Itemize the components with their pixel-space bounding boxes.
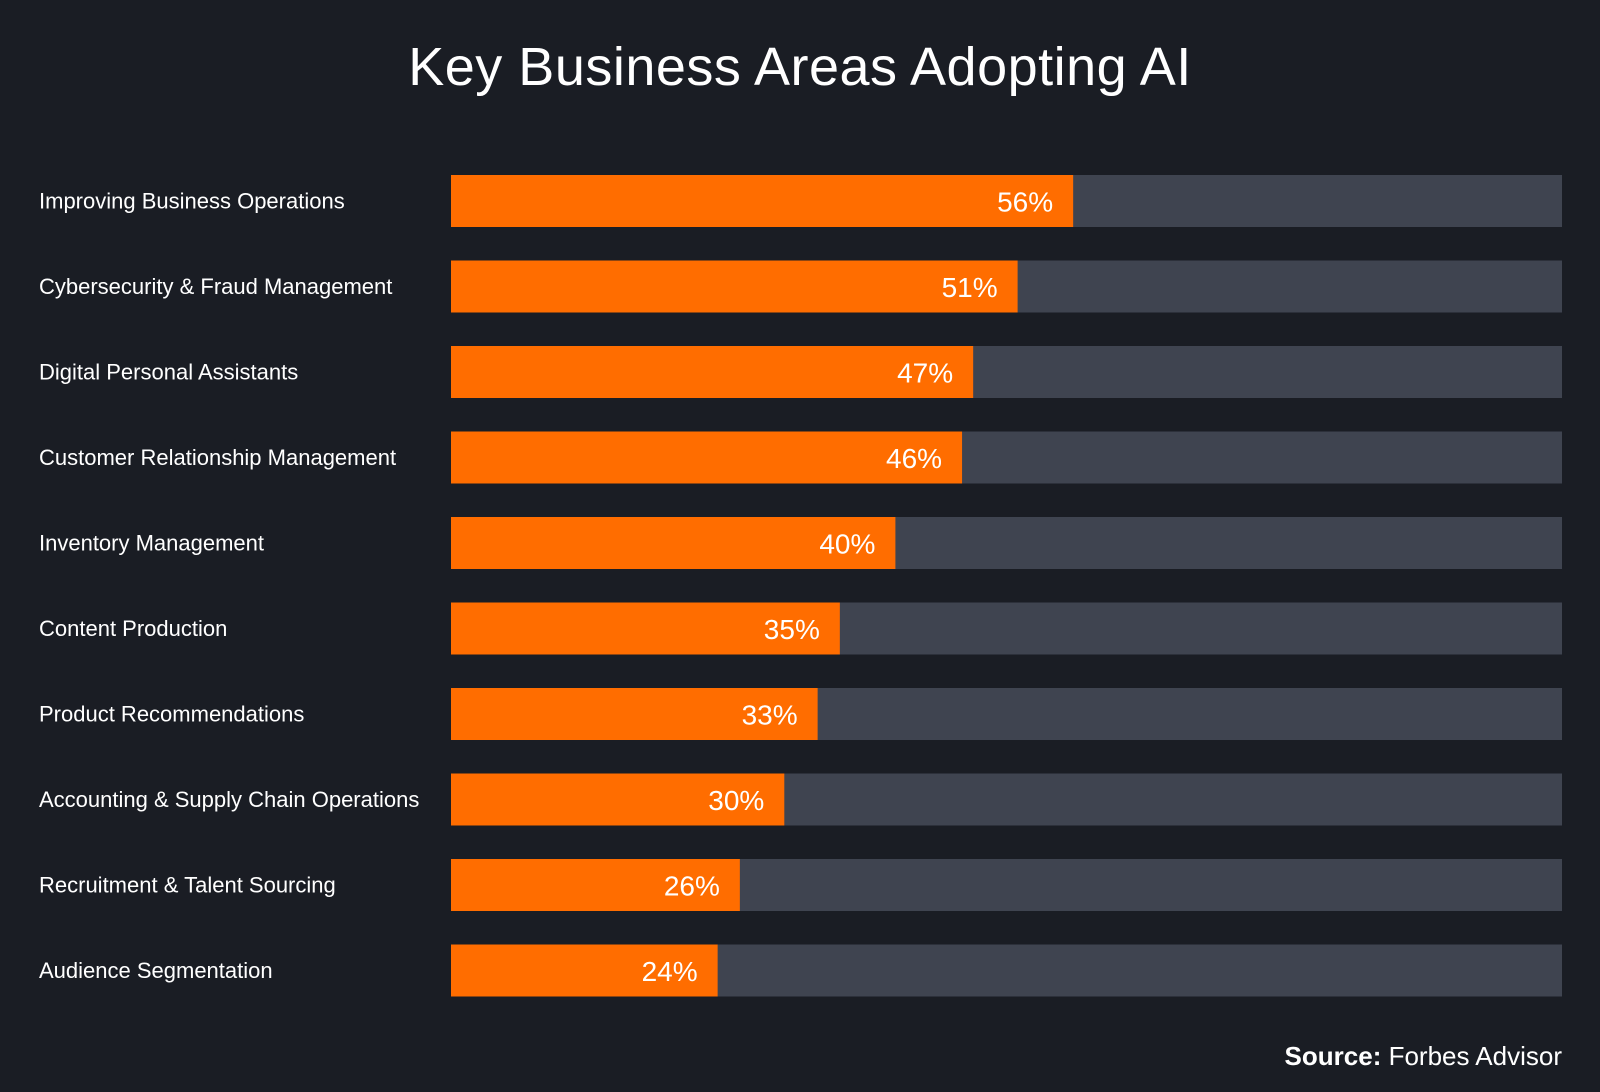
value-label-cybersecurity-and-fraud-management: 51% [942,272,998,303]
bar-content-production [451,602,840,655]
bar-cybersecurity-and-fraud-management [451,260,1018,313]
category-label-digital-personal-assistants: Digital Personal Assistants [39,360,298,385]
category-label-content-production: Content Production [39,616,227,641]
chart-title: Key Business Areas Adopting AI [408,37,1192,97]
bar-inventory-management [451,517,896,569]
value-label-digital-personal-assistants: 47% [897,358,953,389]
value-label-accounting-and-supply-chain-operations: 30% [708,785,764,816]
source-prefix: Source: [1284,1041,1382,1071]
category-label-inventory-management: Inventory Management [39,531,264,556]
value-label-content-production: 35% [764,614,820,645]
category-label-customer-relationship-management: Customer Relationship Management [39,445,396,470]
bar-digital-personal-assistants [451,346,974,398]
bar-accounting-and-supply-chain-operations [451,773,785,826]
category-label-accounting-and-supply-chain-operations: Accounting & Supply Chain Operations [39,787,419,812]
category-label-recruitment-and-talent-sourcing: Recruitment & Talent Sourcing [39,873,336,898]
category-label-improving-business-operations: Improving Business Operations [39,189,345,214]
source-note: Source: Forbes Advisor [1285,1041,1562,1072]
value-label-inventory-management: 40% [819,529,875,560]
bar-product-recommendations [451,688,818,740]
category-label-cybersecurity-and-fraud-management: Cybersecurity & Fraud Management [39,274,392,299]
value-label-recruitment-and-talent-sourcing: 26% [664,871,720,902]
category-label-product-recommendations: Product Recommendations [39,702,304,727]
bar-improving-business-operations [451,175,1074,227]
value-label-product-recommendations: 33% [742,700,798,731]
bar-audience-segmentation [451,944,718,997]
bar-recruitment-and-talent-sourcing [451,859,740,911]
bar-customer-relationship-management [451,431,963,484]
category-label-audience-segmentation: Audience Segmentation [39,958,273,983]
source-text: Forbes Advisor [1381,1041,1562,1071]
value-label-audience-segmentation: 24% [642,956,698,987]
value-label-customer-relationship-management: 46% [886,443,942,474]
value-label-improving-business-operations: 56% [997,187,1053,218]
